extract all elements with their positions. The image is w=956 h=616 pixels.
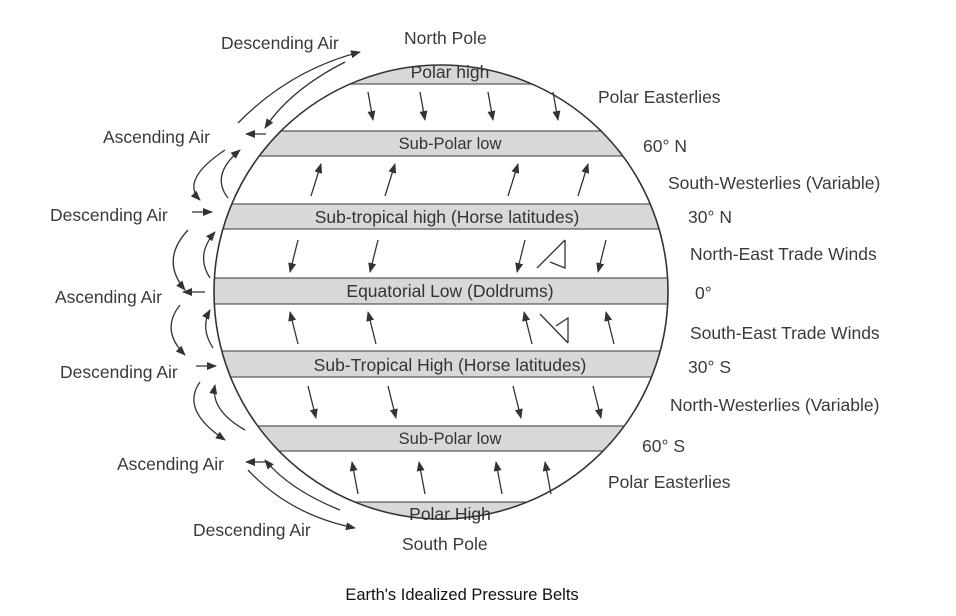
- diagram-caption: Earth's Idealized Pressure Belts: [345, 586, 578, 604]
- ne-trade-arrow: [515, 239, 526, 273]
- westerly-arrow: [384, 163, 397, 197]
- westerly-arrow: [310, 163, 323, 197]
- air-label-ascending-2: Ascending Air: [55, 287, 162, 307]
- circulation-arcs: [170, 50, 361, 531]
- north-westerly-arrow: [307, 385, 318, 419]
- polar-easterly-south-arrow: [416, 461, 426, 495]
- south-pole-label: South Pole: [402, 534, 488, 554]
- polar-easterly-arrow: [552, 91, 561, 121]
- latitude-label-60n: 60° N: [643, 136, 687, 156]
- air-label-descending-2: Descending Air: [50, 205, 168, 225]
- north-westerly-arrow: [387, 385, 398, 419]
- polar-easterly-south-arrow: [493, 461, 503, 495]
- se-trade-arrow: [366, 311, 377, 345]
- belt-label-sub-tropical-high-north: Sub-tropical high (Horse latitudes): [315, 207, 580, 227]
- belt-sub-tropical-high-north: [214, 203, 668, 230]
- ne-deflection-symbol: [536, 239, 566, 269]
- se-trade-arrow: [288, 311, 299, 345]
- belt-sub-tropical-high-south: [214, 350, 668, 378]
- belt-sub-polar-low-south: [214, 425, 668, 452]
- ne-trade-arrow: [368, 239, 379, 273]
- cell-arc-inner-hadley-n: [203, 231, 216, 279]
- air-label-descending-1: Descending Air: [221, 33, 339, 53]
- wind-arrows: [288, 91, 615, 495]
- cell-arc-outer-bottom: [247, 469, 356, 531]
- belt-label-polar-high-south: Polar High: [409, 504, 491, 524]
- latitude-label-30n: 30° N: [688, 207, 732, 227]
- polar-easterly-arrow: [487, 91, 496, 121]
- air-label-ascending-1: Ascending Air: [103, 127, 210, 147]
- north-pole-label: North Pole: [404, 28, 487, 48]
- se-trade-arrow: [604, 311, 615, 345]
- ne-trade-arrow: [596, 239, 607, 273]
- westerly-arrow: [577, 163, 590, 197]
- cell-arc-inner-ferrel-n: [220, 149, 241, 199]
- cell-arc-outer-hadley-s: [170, 304, 186, 356]
- wind-label-north-westerlies: North-Westerlies (Variable): [670, 395, 879, 415]
- cell-arc-outer-top: [237, 50, 361, 124]
- westerly-arrow: [507, 163, 520, 197]
- belt-equatorial-low: [214, 277, 668, 305]
- north-westerly-arrow: [512, 385, 523, 419]
- polar-easterly-south-arrow: [542, 461, 552, 495]
- belt-label-sub-polar-low-north: Sub-Polar low: [399, 135, 502, 153]
- wind-label-polar-easterlies-south: Polar Easterlies: [608, 472, 731, 492]
- polar-easterly-arrow: [367, 91, 376, 121]
- belt-label-equatorial-low: Equatorial Low (Doldrums): [346, 281, 553, 301]
- polar-easterly-arrow: [419, 91, 428, 121]
- cell-arc-inner-top: [264, 61, 346, 129]
- air-label-descending-3: Descending Air: [60, 362, 178, 382]
- wind-label-polar-easterlies-north: Polar Easterlies: [598, 87, 721, 107]
- polar-easterly-south-arrow: [349, 461, 359, 495]
- cell-arc-outer-ferrel-s: [193, 381, 226, 441]
- cell-arc-outer-ferrel-n: [190, 149, 226, 201]
- se-trade-arrow: [522, 311, 533, 345]
- cell-arc-inner-bottom: [264, 459, 341, 511]
- belt-label-sub-tropical-high-south: Sub-Tropical High (Horse latitudes): [314, 355, 587, 375]
- wind-label-south-westerlies: South-Westerlies (Variable): [668, 173, 880, 193]
- ne-trade-arrow: [288, 239, 299, 273]
- belt-sub-polar-low-north: [214, 130, 668, 157]
- latitude-label-30s: 30° S: [688, 357, 731, 377]
- cell-arc-inner-hadley-s: [202, 309, 214, 349]
- se-deflection-symbol: [539, 313, 569, 344]
- air-label-ascending-3: Ascending Air: [117, 454, 224, 474]
- wind-label-ne-trade-winds: North-East Trade Winds: [690, 244, 877, 264]
- air-label-descending-4: Descending Air: [193, 520, 311, 540]
- latitude-label-equator: 0°: [695, 283, 712, 303]
- north-westerly-arrow: [592, 385, 603, 419]
- latitude-label-60s: 60° S: [642, 436, 685, 456]
- belt-label-sub-polar-low-south: Sub-Polar low: [399, 430, 502, 448]
- wind-label-se-trade-winds: South-East Trade Winds: [690, 323, 880, 343]
- belt-label-polar-high-north: Polar high: [411, 62, 490, 82]
- cell-arc-outer-hadley-n: [172, 229, 189, 291]
- cell-arc-inner-ferrel-s: [209, 384, 246, 431]
- globe-outline: [213, 64, 669, 520]
